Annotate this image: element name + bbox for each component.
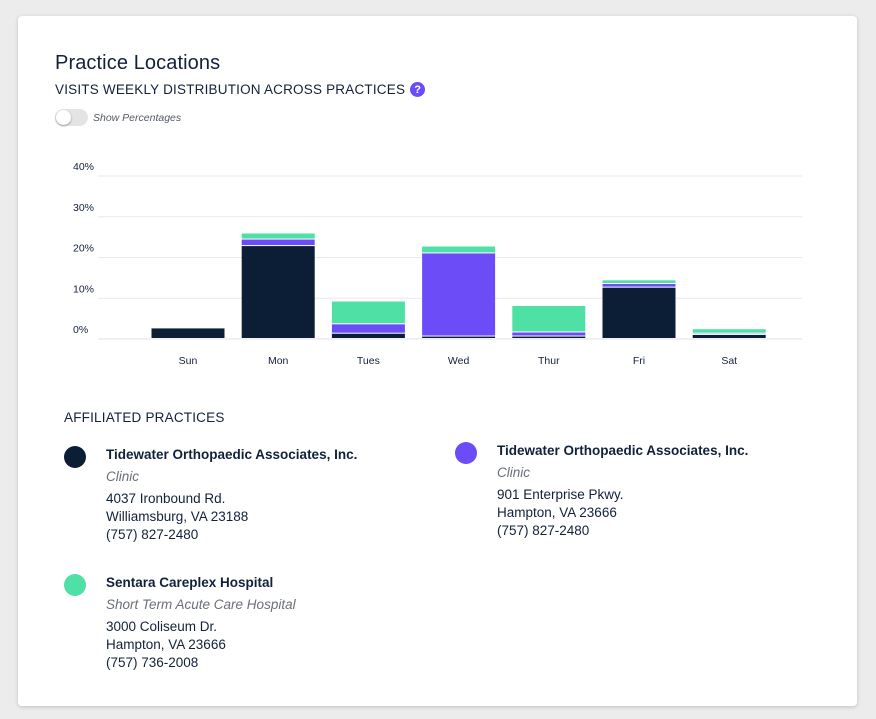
x-tick-label: Thur — [538, 355, 560, 367]
affiliated-practices-heading: AFFILIATED PRACTICES — [64, 410, 225, 425]
bar-segment[interactable] — [331, 333, 405, 338]
practice-name: Sentara Careplex Hospital — [106, 575, 274, 590]
bar-segment[interactable] — [422, 253, 496, 336]
practice-details: Tidewater Orthopaedic Associates, Inc. C… — [497, 442, 817, 540]
practice-address-line1: 3000 Coliseum Dr. — [106, 619, 218, 634]
practice-phone: (757) 827-2480 — [106, 527, 199, 542]
bar-segment[interactable] — [512, 305, 586, 332]
practice-type: Clinic — [497, 465, 531, 480]
subtitle-row: VISITS WEEKLY DISTRIBUTION ACROSS PRACTI… — [55, 82, 426, 97]
practice-name: Tidewater Orthopaedic Associates, Inc. — [106, 447, 358, 462]
y-tick-label: 10% — [73, 283, 94, 295]
practice-address-line1: 4037 Ironbound Rd. — [106, 491, 226, 506]
bar-segment[interactable] — [602, 283, 676, 287]
practice-address-line2: Williamsburg, VA 23188 — [106, 509, 249, 524]
x-tick-label: Sun — [179, 355, 198, 367]
practice-details: Sentara Careplex Hospital Short Term Acu… — [106, 574, 426, 672]
bar-segment[interactable] — [422, 336, 496, 338]
practice-type: Short Term Acute Care Hospital — [106, 597, 296, 612]
bar-segment[interactable] — [331, 324, 405, 333]
practice-details: Tidewater Orthopaedic Associates, Inc. C… — [106, 446, 426, 544]
bar-segment[interactable] — [512, 332, 586, 336]
practice-name: Tidewater Orthopaedic Associates, Inc. — [497, 443, 749, 458]
question-circle-icon[interactable]: ? — [410, 82, 426, 97]
practice-address-line1: 901 Enterprise Pkwy. — [497, 487, 624, 502]
y-tick-label: 0% — [73, 324, 88, 336]
bar-segment[interactable] — [692, 329, 766, 333]
x-tick-label: Fri — [633, 355, 645, 367]
show-percentages-label: Show Percentages — [93, 111, 182, 124]
practice-locations-card: Practice Locations VISITS WEEKLY DISTRIB… — [18, 16, 857, 706]
weekly-distribution-chart: 40% 30% 20% 10% 0% Sun Mon Tues Wed Thur Fri Sat — [73, 161, 802, 367]
bar-segment[interactable] — [331, 301, 405, 324]
show-percentages-toggle[interactable] — [55, 109, 88, 126]
chart-subtitle: VISITS WEEKLY DISTRIBUTION ACROSS PRACTI… — [55, 82, 406, 97]
practice-color-dot — [455, 442, 477, 464]
practice-color-dot — [64, 446, 86, 468]
y-tick-label: 20% — [73, 243, 94, 255]
bar-segment[interactable] — [241, 239, 315, 246]
practice-phone: (757) 736-2008 — [106, 655, 199, 670]
x-tick-label: Mon — [268, 355, 289, 367]
practice-address-line2: Hampton, VA 23666 — [106, 637, 226, 652]
x-tick-label: Tues — [357, 355, 380, 367]
page-title: Practice Locations — [55, 52, 221, 74]
bar-segment[interactable] — [692, 334, 766, 338]
practice-type: Clinic — [106, 469, 140, 484]
y-tick-label: 40% — [73, 161, 94, 173]
bar-segment[interactable] — [241, 246, 315, 338]
x-tick-label: Sat — [721, 355, 737, 367]
bar-segment[interactable] — [602, 280, 676, 283]
bar-segment[interactable] — [602, 287, 676, 338]
practice-address-line2: Hampton, VA 23666 — [497, 505, 617, 520]
practice-phone: (757) 827-2480 — [497, 523, 590, 538]
bar-segment[interactable] — [241, 233, 315, 239]
bar-segment[interactable] — [512, 336, 586, 338]
practice-color-dot — [64, 574, 86, 596]
toggle-knob — [56, 110, 71, 125]
bar-segment[interactable] — [422, 246, 496, 253]
bar-segment[interactable] — [151, 328, 225, 338]
y-tick-label: 30% — [73, 202, 94, 214]
show-percentages-row: Show Percentages — [55, 109, 181, 126]
x-tick-label: Wed — [448, 355, 470, 367]
